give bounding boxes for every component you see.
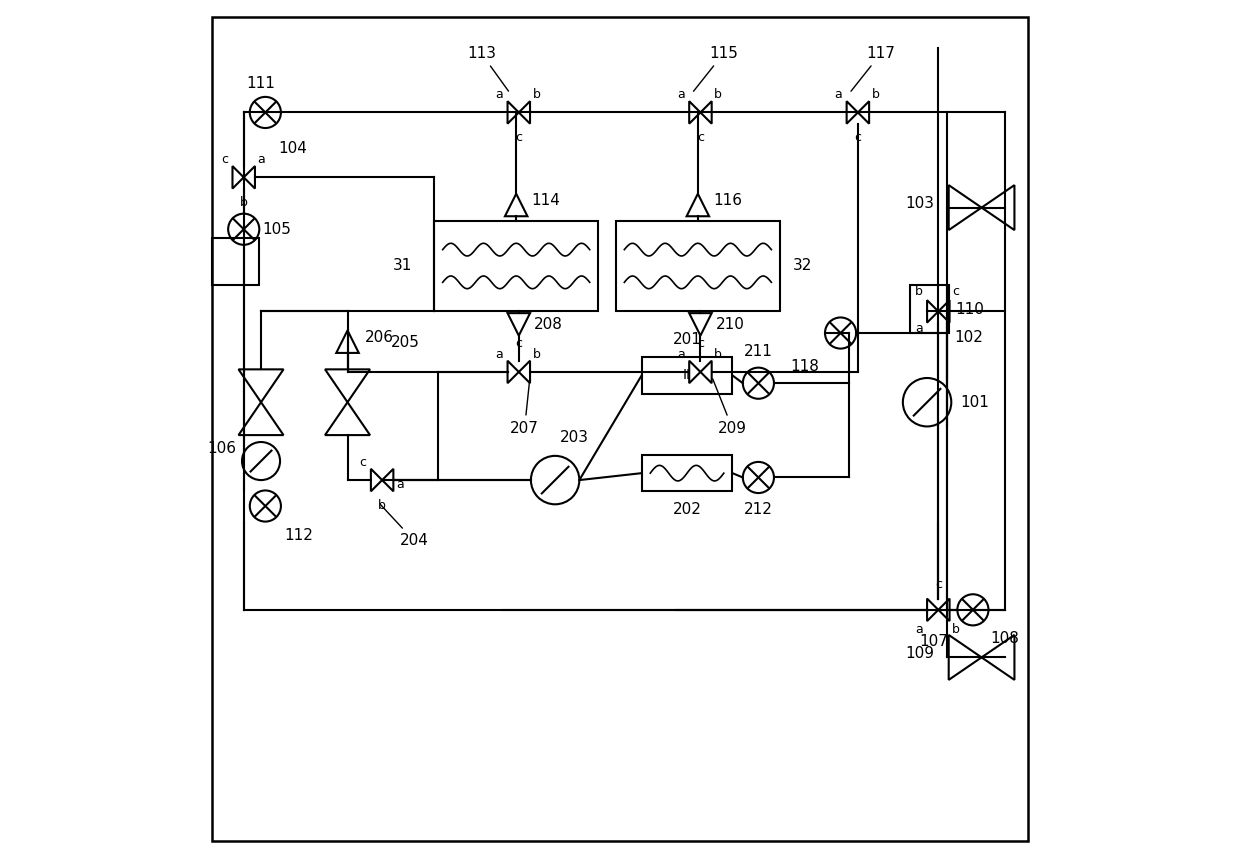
Text: 32: 32 xyxy=(794,259,812,273)
Bar xyxy=(910,285,949,333)
Text: 31: 31 xyxy=(393,259,413,273)
Text: a: a xyxy=(496,348,503,361)
Text: c: c xyxy=(697,131,704,144)
Text: a: a xyxy=(915,623,923,636)
Text: 118: 118 xyxy=(790,359,818,374)
Text: b: b xyxy=(872,88,879,101)
Text: 116: 116 xyxy=(713,193,743,208)
Text: 201: 201 xyxy=(672,332,702,347)
Text: II: II xyxy=(683,368,691,382)
Text: c: c xyxy=(516,337,522,350)
Text: 109: 109 xyxy=(905,645,934,661)
Text: b: b xyxy=(952,623,960,636)
Text: 117: 117 xyxy=(851,46,895,91)
Text: 111: 111 xyxy=(247,76,275,91)
Text: 112: 112 xyxy=(284,528,314,542)
Bar xyxy=(641,357,733,394)
Bar xyxy=(212,238,259,285)
Text: c: c xyxy=(697,337,704,350)
Text: 115: 115 xyxy=(693,46,738,91)
Text: 203: 203 xyxy=(559,431,589,445)
Text: 113: 113 xyxy=(467,46,508,91)
Text: 202: 202 xyxy=(672,502,702,516)
Text: 205: 205 xyxy=(391,336,419,350)
Text: b: b xyxy=(714,88,722,101)
Text: 204: 204 xyxy=(379,503,428,548)
Text: 105: 105 xyxy=(263,221,291,237)
Text: c: c xyxy=(935,578,942,591)
Text: c: c xyxy=(516,131,522,144)
Text: b: b xyxy=(533,88,541,101)
Bar xyxy=(434,221,599,311)
Text: 210: 210 xyxy=(715,317,745,332)
Bar xyxy=(616,221,780,311)
Text: a: a xyxy=(496,88,503,101)
Text: b: b xyxy=(714,348,722,361)
Text: a: a xyxy=(258,153,265,166)
Text: 107: 107 xyxy=(920,634,949,649)
Text: a: a xyxy=(835,88,842,101)
Text: a: a xyxy=(396,477,404,491)
Text: 114: 114 xyxy=(532,193,560,208)
Text: b: b xyxy=(378,499,386,512)
Text: c: c xyxy=(360,456,367,469)
Text: 108: 108 xyxy=(991,631,1019,646)
Text: c: c xyxy=(221,153,228,166)
Bar xyxy=(641,455,733,491)
Text: 206: 206 xyxy=(365,330,394,345)
Text: 211: 211 xyxy=(744,344,773,359)
Text: a: a xyxy=(915,322,923,335)
Text: 102: 102 xyxy=(954,330,983,345)
Text: 209: 209 xyxy=(713,379,746,435)
Text: 106: 106 xyxy=(207,441,237,456)
Text: a: a xyxy=(677,348,684,361)
Text: b: b xyxy=(915,285,923,298)
Text: c: c xyxy=(952,285,960,298)
Text: 208: 208 xyxy=(534,317,563,332)
Text: a: a xyxy=(677,88,684,101)
Text: 103: 103 xyxy=(905,195,934,211)
Text: c: c xyxy=(854,131,862,144)
Text: 104: 104 xyxy=(278,141,308,156)
Text: 110: 110 xyxy=(956,302,985,317)
Text: 207: 207 xyxy=(510,379,539,435)
Text: b: b xyxy=(239,196,248,209)
Text: 212: 212 xyxy=(744,502,773,516)
Text: b: b xyxy=(533,348,541,361)
Text: 101: 101 xyxy=(960,394,988,410)
